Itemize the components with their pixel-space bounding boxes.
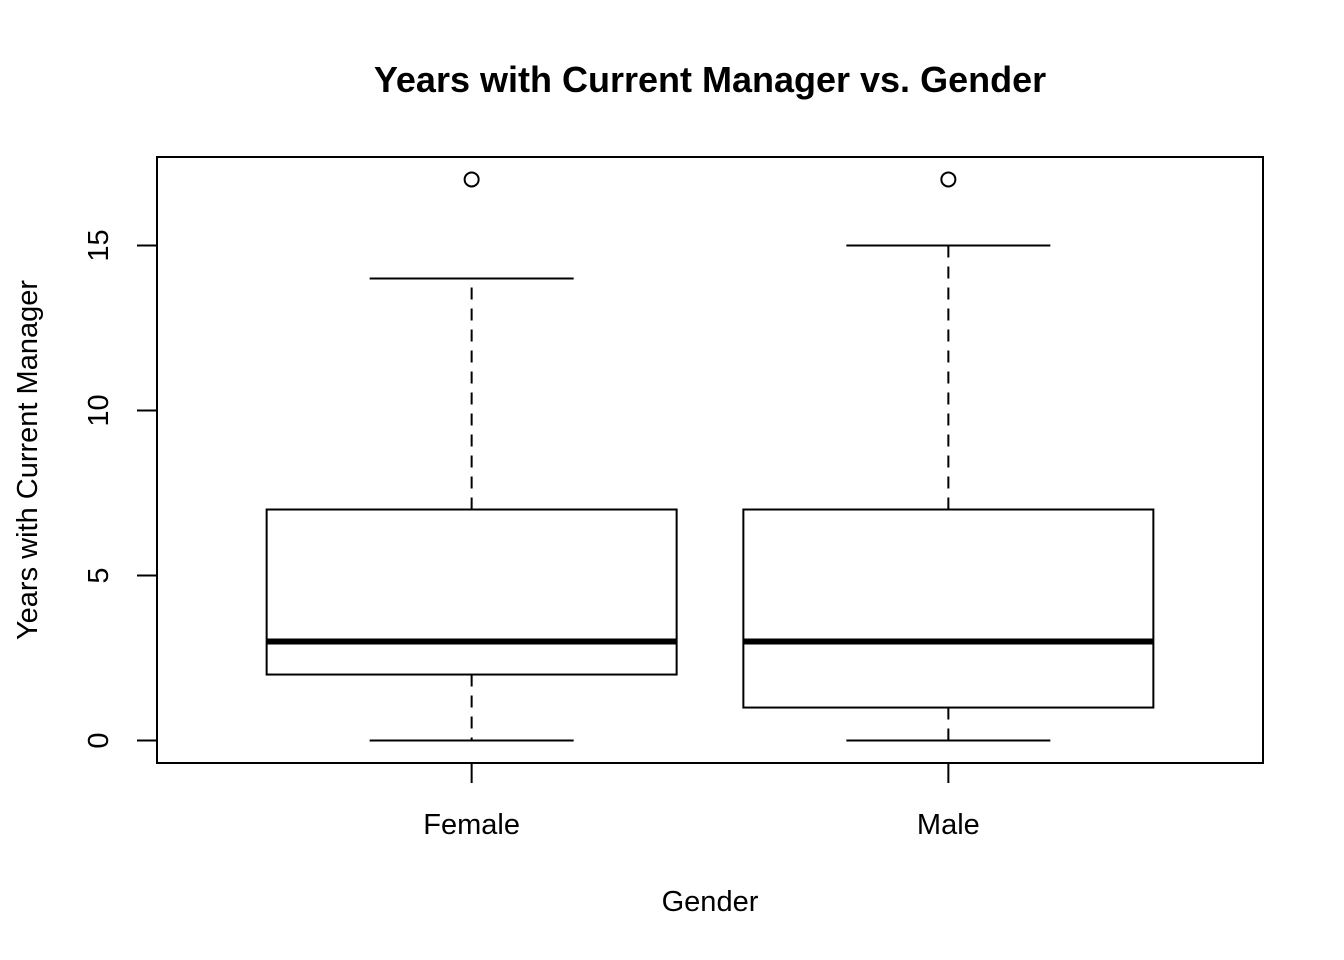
x-axis-label: Gender xyxy=(662,886,759,918)
x-tick-label: Female xyxy=(423,809,520,841)
y-axis: 0 5 10 15 xyxy=(83,229,158,749)
y-axis-label: Years with Current Manager xyxy=(12,280,44,640)
y-tick-label: 0 xyxy=(83,732,115,748)
chart-title: Years with Current Manager vs. Gender xyxy=(374,59,1046,100)
outlier-point xyxy=(463,171,480,188)
y-tick-label: 15 xyxy=(83,229,115,261)
iqr-box xyxy=(265,508,678,676)
box-group-male xyxy=(742,171,1155,742)
x-tick-label: Male xyxy=(917,809,980,841)
y-tick-label: 5 xyxy=(83,567,115,583)
y-tick-label: 10 xyxy=(83,394,115,426)
outlier-point xyxy=(940,171,957,188)
plot-marks xyxy=(265,171,1155,742)
box-group-female xyxy=(265,171,678,742)
x-axis: Female Male xyxy=(423,763,980,841)
iqr-box xyxy=(742,508,1155,709)
